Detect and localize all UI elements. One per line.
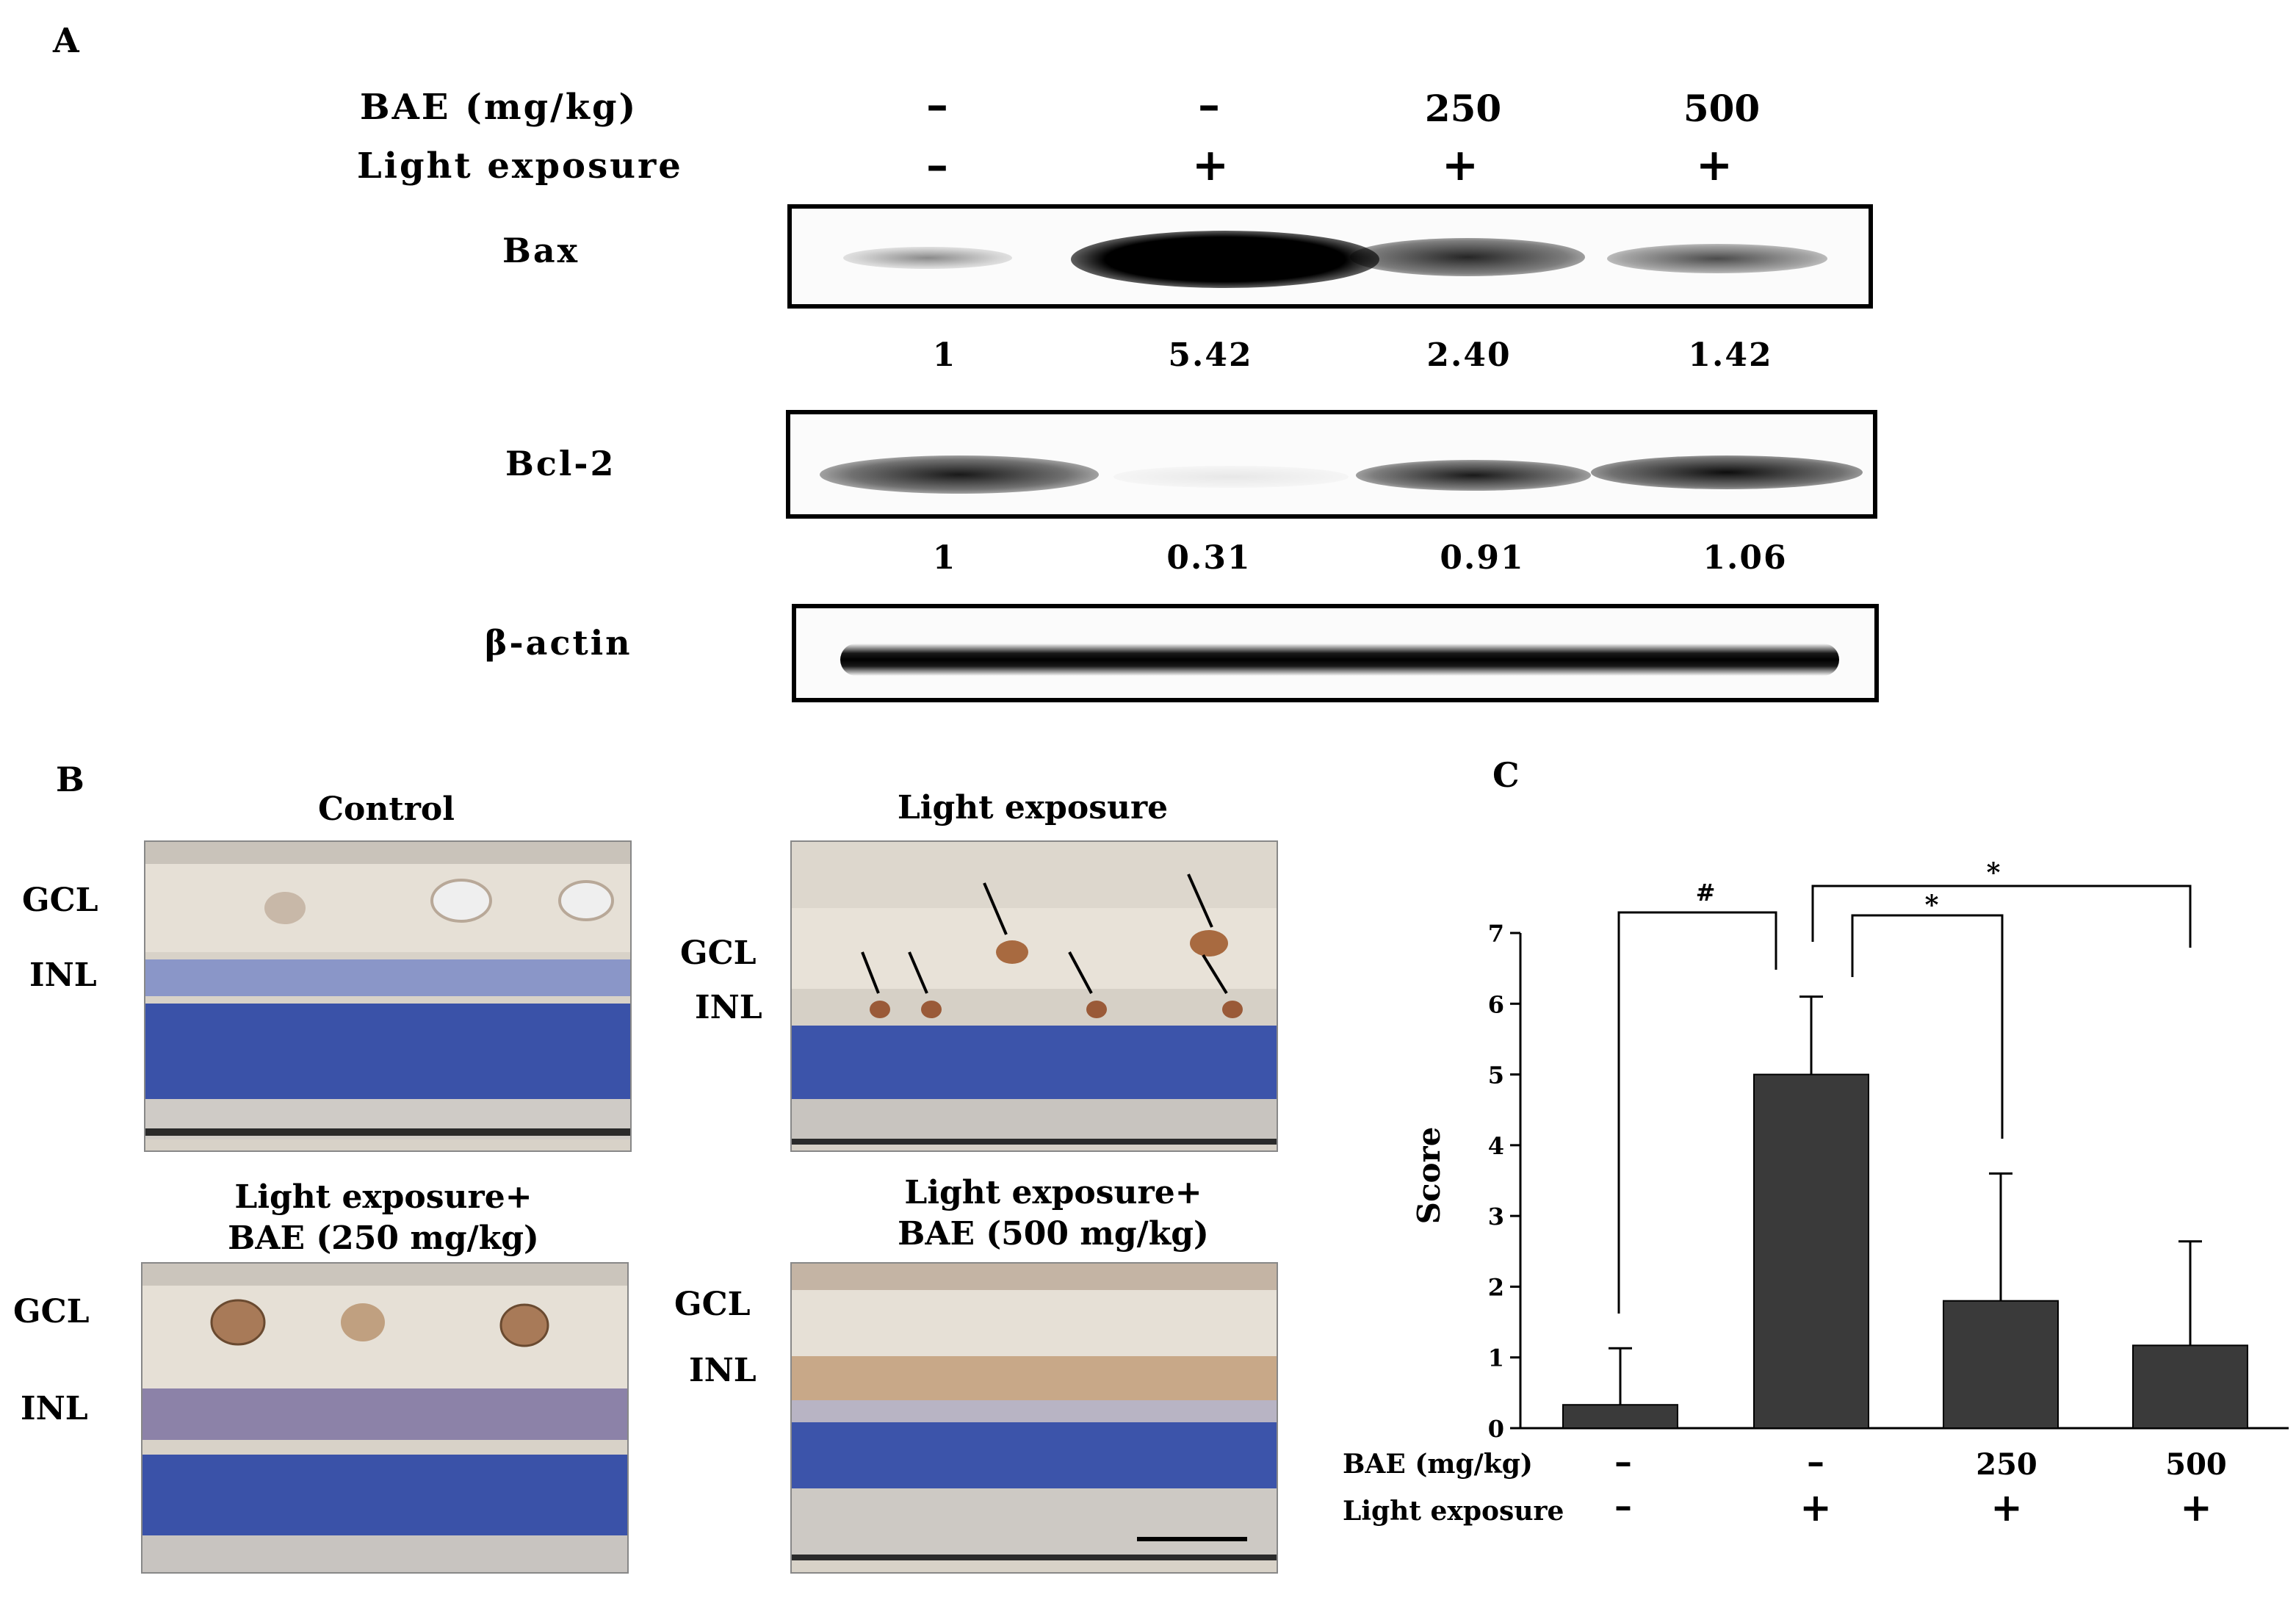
bax-quant-lane-3: 2.40	[1426, 336, 1512, 374]
bax-label: Bax	[502, 231, 580, 270]
panel-c-letter: C	[1492, 755, 1520, 795]
chart-light-row-label: Light exposure	[1343, 1496, 1564, 1527]
chart-light-value-3: +	[1990, 1485, 2023, 1530]
light-exposure-label: Light exposure	[357, 145, 683, 187]
bcl2-blot-image	[786, 410, 1877, 519]
significance-marker-hash: #	[1696, 879, 1716, 907]
micrograph-control-image	[144, 840, 632, 1152]
micrograph-control-title: Control	[318, 790, 455, 828]
panel-b-letter: B	[56, 760, 84, 799]
light-value-lane-2: +	[1191, 140, 1230, 191]
micrograph-bae500-title-line2: BAE (500 mg/kg)	[898, 1215, 1209, 1253]
micrograph-light-title: Light exposure	[897, 789, 1169, 826]
micrograph-bae250-title-line1: Light exposure+	[234, 1178, 533, 1216]
micrograph-control-inl-label: INL	[29, 957, 97, 994]
bae-value-lane-2: –	[1198, 79, 1220, 131]
chart-bae-value-1: –	[1614, 1441, 1632, 1483]
bax-blot-image	[787, 204, 1873, 309]
bae-value-lane-4: 500	[1683, 87, 1761, 130]
chart-bae-value-2: –	[1807, 1441, 1824, 1483]
micrograph-bae250-image	[141, 1262, 629, 1574]
chart-light-value-2: +	[1799, 1485, 1832, 1530]
chart-light-value-1: –	[1614, 1485, 1632, 1527]
chart-bae-value-3: 250	[1976, 1447, 2037, 1482]
significance-marker-star-2-3: *	[1925, 890, 1939, 921]
significance-bracket-2-4	[1811, 885, 2192, 948]
micrograph-bae250-gcl-label: GCL	[13, 1293, 90, 1330]
bax-quant-lane-2: 5.42	[1168, 336, 1253, 374]
significance-bracket-1-2	[1617, 911, 1777, 1314]
light-value-lane-3: +	[1441, 140, 1479, 191]
chart-light-value-4: +	[2180, 1485, 2212, 1530]
micrograph-light-gcl-label: GCL	[680, 934, 757, 972]
bae-value-lane-3: 250	[1424, 87, 1502, 130]
bae-value-lane-1: –	[926, 79, 948, 131]
panel-a-letter: A	[53, 21, 79, 60]
bax-quant-lane-1: 1	[932, 336, 957, 374]
light-value-lane-4: +	[1695, 140, 1733, 191]
score-bar	[2132, 1344, 2248, 1429]
bcl2-quant-lane-2: 0.31	[1166, 539, 1252, 577]
significance-marker-star-2-4: *	[1987, 857, 2001, 888]
bae-dose-label: BAE (mg/kg)	[360, 87, 638, 128]
beta-actin-label: β-actin	[485, 623, 632, 663]
y-tick-label: 1	[1488, 1344, 1504, 1372]
bcl2-quant-lane-4: 1.06	[1703, 539, 1788, 577]
y-axis-label: Score	[1411, 1127, 1447, 1225]
significance-bracket-2-3	[1851, 914, 2004, 1139]
bcl2-quant-lane-1: 1	[932, 539, 957, 577]
y-tick-label: 7	[1488, 920, 1504, 948]
micrograph-bae500-title-line1: Light exposure+	[904, 1174, 1202, 1211]
y-tick-label: 6	[1488, 990, 1504, 1018]
micrograph-light-image	[790, 840, 1278, 1152]
micrograph-bae250-inl-label: INL	[21, 1390, 88, 1427]
y-tick-label: 0	[1488, 1415, 1504, 1443]
chart-bae-value-4: 500	[2165, 1447, 2227, 1482]
micrograph-bae500-image	[790, 1262, 1278, 1574]
y-tick-label: 5	[1488, 1062, 1504, 1089]
y-tick-label: 2	[1488, 1273, 1504, 1301]
y-tick-label: 4	[1488, 1132, 1504, 1160]
micrograph-control-gcl-label: GCL	[22, 882, 98, 919]
y-tick-label: 3	[1488, 1203, 1504, 1231]
micrograph-light-inl-label: INL	[695, 989, 762, 1026]
bcl2-quant-lane-3: 0.91	[1440, 539, 1525, 577]
score-bar	[1943, 1300, 2059, 1429]
light-value-lane-1: –	[926, 140, 948, 191]
score-bar	[1562, 1404, 1678, 1429]
micrograph-bae500-inl-label: INL	[689, 1352, 757, 1389]
micrograph-bae500-gcl-label: GCL	[674, 1286, 751, 1323]
beta-actin-blot-image	[792, 604, 1879, 702]
bax-quant-lane-4: 1.42	[1688, 336, 1773, 374]
chart-bae-row-label: BAE (mg/kg)	[1343, 1449, 1533, 1480]
bcl2-label: Bcl-2	[505, 444, 616, 483]
score-bar	[1753, 1073, 1869, 1429]
micrograph-bae250-title-line2: BAE (250 mg/kg)	[228, 1220, 539, 1257]
